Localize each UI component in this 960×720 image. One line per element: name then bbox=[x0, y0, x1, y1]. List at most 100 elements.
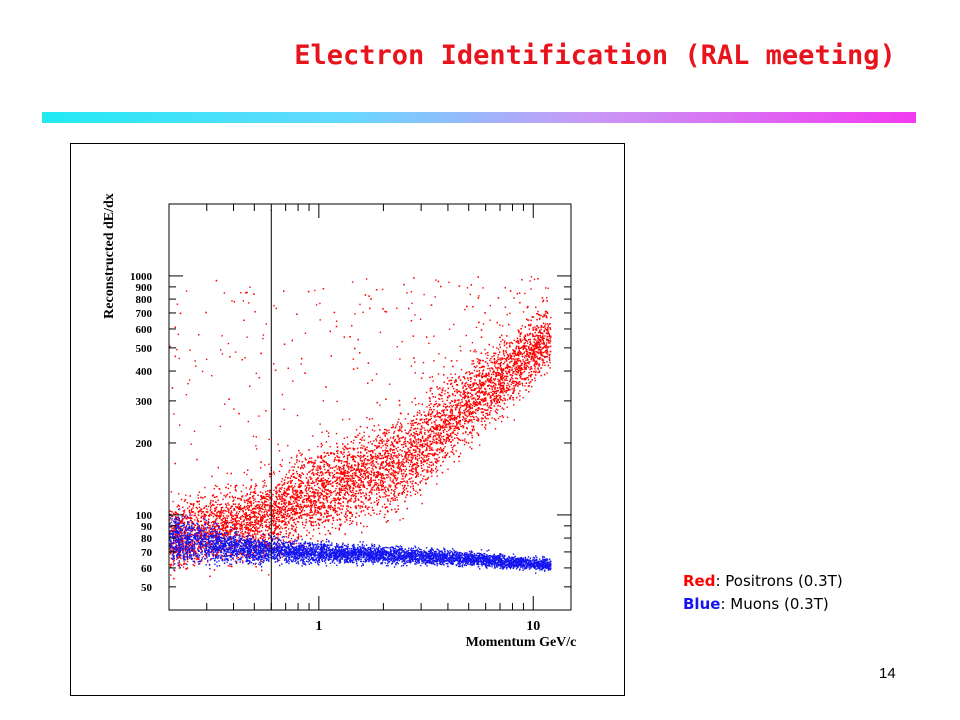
data-point bbox=[505, 343, 508, 345]
data-point bbox=[485, 412, 487, 415]
data-point bbox=[300, 510, 303, 512]
data-point bbox=[412, 457, 414, 459]
data-point bbox=[280, 531, 282, 534]
data-point bbox=[546, 347, 548, 349]
data-point bbox=[338, 513, 340, 516]
data-point bbox=[347, 451, 350, 453]
data-point bbox=[477, 420, 479, 422]
data-point bbox=[300, 363, 302, 365]
data-point bbox=[499, 387, 501, 389]
data-point bbox=[519, 376, 521, 379]
data-point bbox=[490, 367, 493, 369]
data-point bbox=[443, 403, 445, 405]
data-point bbox=[182, 566, 185, 568]
data-point bbox=[485, 390, 487, 392]
data-point bbox=[215, 501, 217, 503]
data-point bbox=[371, 455, 373, 457]
data-point bbox=[531, 385, 533, 388]
data-point bbox=[383, 428, 386, 431]
data-point bbox=[392, 455, 395, 457]
data-point bbox=[509, 312, 511, 315]
data-point bbox=[229, 491, 231, 494]
data-point bbox=[434, 423, 436, 425]
data-point bbox=[310, 498, 312, 501]
data-point bbox=[199, 531, 201, 534]
data-point bbox=[287, 509, 289, 511]
data-point bbox=[490, 358, 492, 360]
data-point bbox=[417, 423, 419, 426]
data-point bbox=[470, 415, 472, 418]
data-point bbox=[475, 326, 478, 329]
data-point bbox=[207, 505, 210, 508]
data-point bbox=[502, 384, 504, 387]
data-point bbox=[332, 499, 334, 502]
data-point bbox=[378, 452, 380, 455]
data-point bbox=[280, 480, 283, 483]
data-point bbox=[520, 361, 522, 363]
data-point bbox=[412, 419, 415, 422]
data-point bbox=[458, 410, 461, 412]
data-point bbox=[182, 549, 185, 552]
data-point bbox=[532, 360, 534, 362]
data-point bbox=[446, 377, 449, 379]
data-point bbox=[460, 350, 462, 352]
data-point bbox=[508, 372, 511, 374]
data-point bbox=[547, 338, 549, 340]
data-point bbox=[360, 455, 362, 457]
data-point bbox=[296, 454, 298, 457]
data-point bbox=[342, 489, 344, 491]
data-point bbox=[403, 486, 405, 489]
data-point bbox=[204, 515, 206, 517]
data-point bbox=[402, 517, 404, 520]
data-point bbox=[538, 314, 540, 316]
data-point bbox=[495, 411, 497, 414]
data-point bbox=[480, 404, 482, 406]
data-point bbox=[502, 368, 505, 370]
data-point bbox=[204, 506, 206, 509]
data-point bbox=[546, 361, 548, 363]
data-point bbox=[181, 520, 183, 523]
data-point bbox=[354, 494, 356, 497]
data-point bbox=[450, 409, 452, 411]
data-point bbox=[501, 382, 504, 384]
data-point bbox=[473, 405, 476, 407]
data-point bbox=[492, 381, 495, 384]
data-point bbox=[465, 432, 467, 434]
data-point bbox=[245, 538, 247, 540]
data-point bbox=[375, 440, 378, 442]
data-point bbox=[319, 423, 321, 425]
data-point bbox=[300, 485, 302, 487]
data-point bbox=[504, 357, 506, 360]
data-point bbox=[311, 514, 313, 517]
data-point bbox=[346, 464, 348, 467]
data-point bbox=[405, 461, 407, 463]
data-point bbox=[524, 366, 526, 369]
data-point bbox=[397, 505, 399, 507]
data-point bbox=[441, 389, 443, 391]
data-point bbox=[179, 557, 181, 559]
data-point bbox=[407, 484, 409, 487]
data-point bbox=[378, 479, 380, 481]
data-point bbox=[319, 495, 321, 497]
data-point bbox=[172, 564, 174, 566]
data-point bbox=[548, 332, 550, 334]
data-point bbox=[338, 476, 340, 479]
data-point bbox=[353, 477, 355, 479]
data-point bbox=[369, 450, 371, 453]
data-point bbox=[189, 512, 191, 515]
data-point bbox=[398, 467, 400, 469]
data-point bbox=[546, 311, 548, 313]
data-point bbox=[473, 375, 476, 377]
data-point bbox=[515, 362, 517, 364]
data-point bbox=[204, 528, 206, 530]
data-point bbox=[364, 477, 367, 480]
data-point bbox=[416, 466, 419, 468]
data-point bbox=[248, 522, 251, 524]
data-point bbox=[459, 439, 462, 441]
data-point bbox=[433, 415, 435, 417]
data-point bbox=[325, 479, 327, 482]
data-point bbox=[471, 405, 474, 407]
data-point bbox=[451, 376, 453, 379]
data-point bbox=[340, 462, 343, 464]
data-point bbox=[533, 364, 535, 366]
